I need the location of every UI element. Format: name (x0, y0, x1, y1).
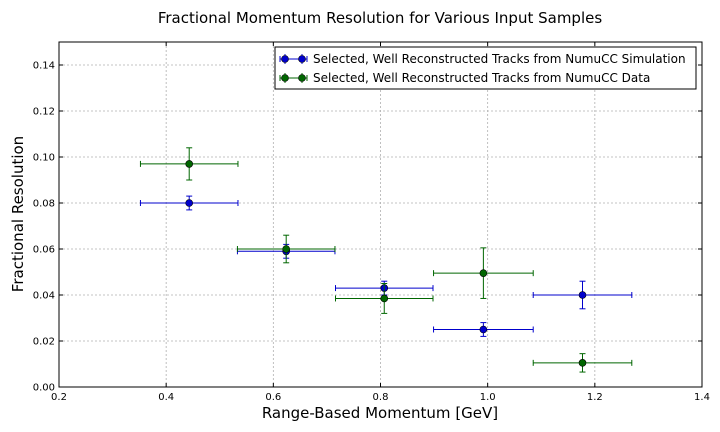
data-point (185, 160, 194, 168)
x-tick-label: 1.4 (694, 392, 710, 403)
data-point (578, 291, 587, 299)
legend-box (274, 46, 697, 90)
x-tick-label: 0.2 (51, 392, 67, 403)
grid-layer (59, 42, 702, 387)
y-tick-label: 0.00 (33, 383, 55, 394)
legend-label: Selected, Well Reconstructed Tracks from… (313, 71, 650, 85)
y-tick-label: 0.08 (33, 199, 55, 210)
legend-marker-point (281, 55, 289, 63)
series-1 (139, 195, 633, 337)
legend-marker-point (281, 74, 289, 82)
legend: Selected, Well Reconstructed Tracks from… (274, 46, 697, 90)
x-tick-label: 1.2 (587, 392, 603, 403)
data-point (479, 269, 488, 277)
y-tick-label: 0.02 (33, 337, 55, 348)
x-tick-label: 0.4 (158, 392, 174, 403)
legend-entry-1: Selected, Well Reconstructed Tracks from… (279, 52, 686, 66)
y-tick-label: 0.10 (33, 153, 55, 164)
tick-layer: 0.2 0.4 0.6 0.8 1.0 1.2 1.4 0.00 0.02 0.04 0.06 0.0… (33, 42, 710, 403)
y-tick-label: 0.06 (33, 245, 55, 256)
x-tick-label: 1.0 (480, 392, 496, 403)
y-tick-label: 0.12 (33, 107, 55, 118)
y-axis-label: Fractional Resolution (9, 136, 27, 292)
series-2 (139, 147, 633, 373)
chart-title: Fractional Momentum Resolution for Vario… (158, 9, 603, 27)
y-tick-label: 0.14 (33, 61, 55, 72)
data-point (578, 359, 587, 367)
legend-entry-2: Selected, Well Reconstructed Tracks from… (279, 71, 650, 85)
data-point (185, 199, 194, 207)
legend-marker-point (298, 74, 306, 82)
data-point (380, 294, 389, 303)
legend-marker-point (298, 55, 306, 63)
y-tick-label: 0.04 (33, 291, 55, 302)
x-tick-label: 0.8 (373, 392, 389, 403)
x-axis-label: Range-Based Momentum [GeV] (262, 404, 498, 422)
data-point (282, 245, 290, 253)
data-point (479, 325, 488, 334)
x-tick-label: 0.6 (265, 392, 281, 403)
data-layer (139, 147, 633, 373)
legend-label: Selected, Well Reconstructed Tracks from… (313, 52, 686, 66)
